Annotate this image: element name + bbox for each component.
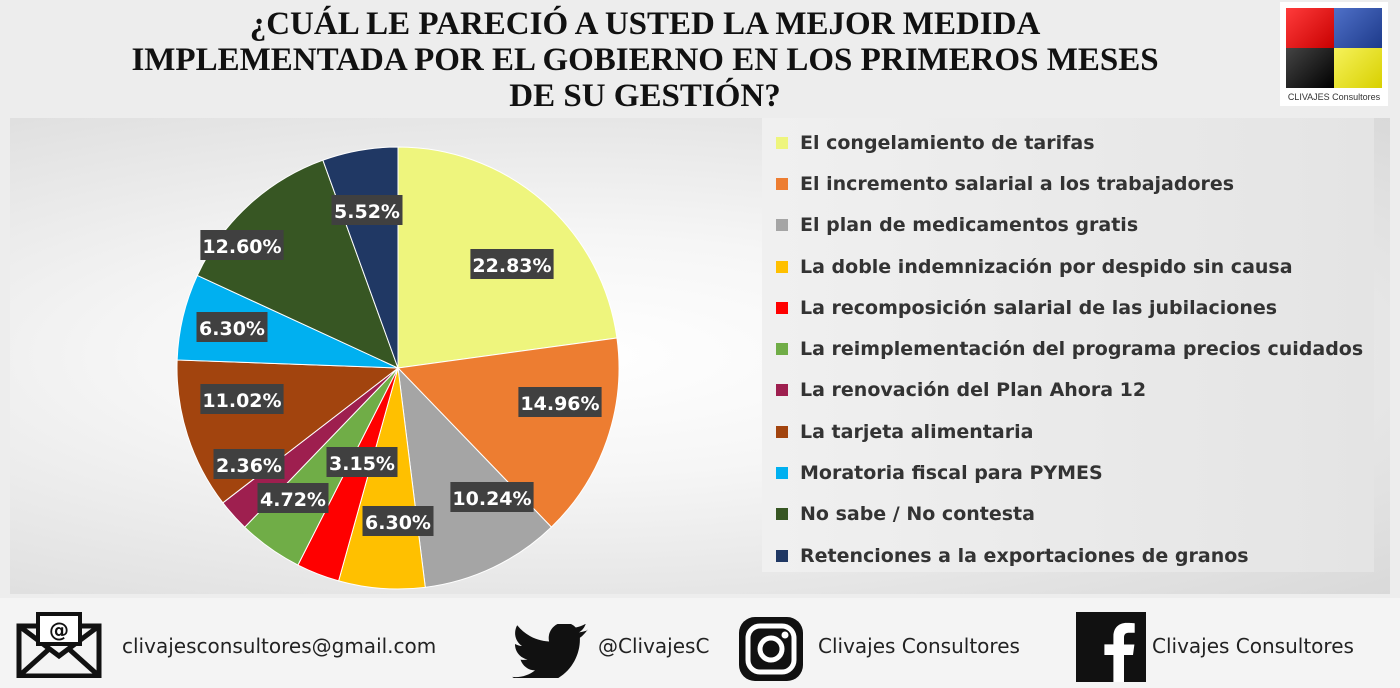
legend-label: El incremento salarial a los trabajadore… xyxy=(800,172,1235,195)
legend-swatch xyxy=(776,301,788,314)
clivajes-logo: CLIVAJES Consultores xyxy=(1280,2,1388,106)
legend-item-10: No sabe / No contesta xyxy=(762,494,1374,535)
legend-swatch xyxy=(776,467,788,480)
pie-data-label-3: 10.24% xyxy=(450,482,534,512)
footer-instagram-name[interactable]: Clivajes Consultores xyxy=(818,634,1020,658)
logo-text: CLIVAJES Consultores xyxy=(1287,92,1381,102)
logo-yellow-square xyxy=(1334,48,1382,88)
legend-label: La renovación del Plan Ahora 12 xyxy=(800,379,1147,402)
pie-data-label-9: 6.30% xyxy=(196,312,268,342)
data-label-box xyxy=(326,447,398,477)
footer-email[interactable]: clivajesconsultores@gmail.com xyxy=(122,634,437,658)
legend-item-9: Moratoria fiscal para PYMES xyxy=(762,452,1374,493)
legend-swatch xyxy=(776,343,788,356)
svg-text:@: @ xyxy=(49,618,69,642)
legend-label: La doble indemnización por despido sin c… xyxy=(800,255,1293,278)
legend-item-5: La recomposición salarial de las jubilac… xyxy=(762,287,1374,328)
legend-item-1: El congelamiento de tarifas xyxy=(762,122,1374,163)
pie-data-label-11: 5.52% xyxy=(331,195,403,225)
data-label-text: 3.15% xyxy=(329,453,395,475)
pie-data-label-10: 12.60% xyxy=(200,230,284,260)
data-label-text: 11.02% xyxy=(202,390,281,412)
legend-swatch xyxy=(776,549,788,562)
twitter-bird-icon[interactable] xyxy=(508,624,590,678)
legend-label: La recomposición salarial de las jubilac… xyxy=(800,296,1278,319)
pie-data-label-4: 6.30% xyxy=(362,506,434,536)
data-label-text: 12.60% xyxy=(202,236,281,258)
legend-label: El congelamiento de tarifas xyxy=(800,131,1095,154)
pie-data-label-6: 4.72% xyxy=(257,483,329,513)
logo-blue-square xyxy=(1334,8,1382,48)
legend-swatch xyxy=(776,177,788,190)
legend-swatch xyxy=(776,508,788,521)
legend-item-11: Retenciones a la exportaciones de granos xyxy=(762,535,1374,576)
legend-item-3: El plan de medicamentos gratis xyxy=(762,205,1374,246)
pie-data-label-7: 2.36% xyxy=(213,449,285,479)
legend-label: El plan de medicamentos gratis xyxy=(800,214,1139,237)
footer-twitter-handle[interactable]: @ClivajesC xyxy=(598,634,710,658)
data-label-text: 2.36% xyxy=(216,455,282,477)
logo-black-square xyxy=(1286,48,1334,88)
legend-item-6: La reimplementación del programa precios… xyxy=(762,328,1374,369)
data-label-box xyxy=(450,482,534,512)
legend-item-2: El incremento salarial a los trabajadore… xyxy=(762,163,1374,204)
title-line-1: ¿CUÁL LE PARECIÓ A USTED LA MEJOR MEDIDA xyxy=(249,6,1041,42)
pie-data-label-5: 3.15% xyxy=(326,447,398,477)
legend-swatch xyxy=(776,384,788,397)
title-line-2: IMPLEMENTADA POR EL GOBIERNO EN LOS PRIM… xyxy=(131,42,1159,78)
instagram-icon[interactable] xyxy=(738,616,804,682)
facebook-icon[interactable] xyxy=(1076,612,1146,682)
data-label-box xyxy=(196,312,268,342)
pie-data-label-8: 11.02% xyxy=(200,384,284,414)
legend-swatch xyxy=(776,260,788,273)
pie-data-label-1: 22.83% xyxy=(470,249,554,279)
footer-facebook-name[interactable]: Clivajes Consultores xyxy=(1152,634,1354,658)
logo-red-square xyxy=(1286,8,1334,48)
data-label-box xyxy=(470,249,554,279)
pie-data-label-2: 14.96% xyxy=(518,387,602,417)
legend-swatch xyxy=(776,136,788,149)
legend-label: No sabe / No contesta xyxy=(800,503,1035,526)
data-label-text: 5.52% xyxy=(334,201,400,223)
chart-title: ¿CUÁL LE PARECIÓ A USTED LA MEJOR MEDIDA… xyxy=(30,6,1260,114)
data-label-box xyxy=(257,483,329,513)
data-label-box xyxy=(518,387,602,417)
data-label-text: 6.30% xyxy=(199,318,265,340)
data-label-text: 6.30% xyxy=(365,512,431,534)
data-label-box xyxy=(362,506,434,536)
legend-swatch xyxy=(776,425,788,438)
legend-item-8: La tarjeta alimentaria xyxy=(762,411,1374,452)
legend-label: Moratoria fiscal para PYMES xyxy=(800,462,1103,485)
data-label-text: 14.96% xyxy=(520,393,599,415)
legend-swatch xyxy=(776,219,788,232)
pie-slice-3 xyxy=(397,366,553,588)
data-label-box xyxy=(200,230,284,260)
data-label-text: 22.83% xyxy=(472,255,551,277)
title-line-3: DE SU GESTIÓN? xyxy=(509,78,781,114)
pie-slice-10 xyxy=(196,159,399,369)
email-envelope-icon: @ xyxy=(16,612,102,678)
chart-legend: El congelamiento de tarifas El incremento… xyxy=(762,118,1374,572)
legend-label: Retenciones a la exportaciones de granos xyxy=(800,544,1249,567)
data-label-text: 4.72% xyxy=(260,489,326,511)
chart-panel: 22.83% 14.96% 10.24% 6.30% 3.15% 4.72% 2.36% 11… xyxy=(10,118,1390,594)
footer: @ clivajesconsultores@gmail.com @Clivaje… xyxy=(0,598,1400,688)
data-label-box xyxy=(200,384,284,414)
data-label-text: 10.24% xyxy=(452,488,531,510)
data-label-box xyxy=(213,449,285,479)
legend-item-4: La doble indemnización por despido sin c… xyxy=(762,246,1374,287)
legend-item-7: La renovación del Plan Ahora 12 xyxy=(762,370,1374,411)
legend-label: La tarjeta alimentaria xyxy=(800,420,1034,443)
data-label-box xyxy=(331,195,403,225)
legend-label: La reimplementación del programa precios… xyxy=(800,338,1364,361)
pie-slice-2 xyxy=(396,337,620,528)
pie-chart: 22.83% 14.96% 10.24% 6.30% 3.15%4.72% 2.36% 11… xyxy=(176,146,620,590)
